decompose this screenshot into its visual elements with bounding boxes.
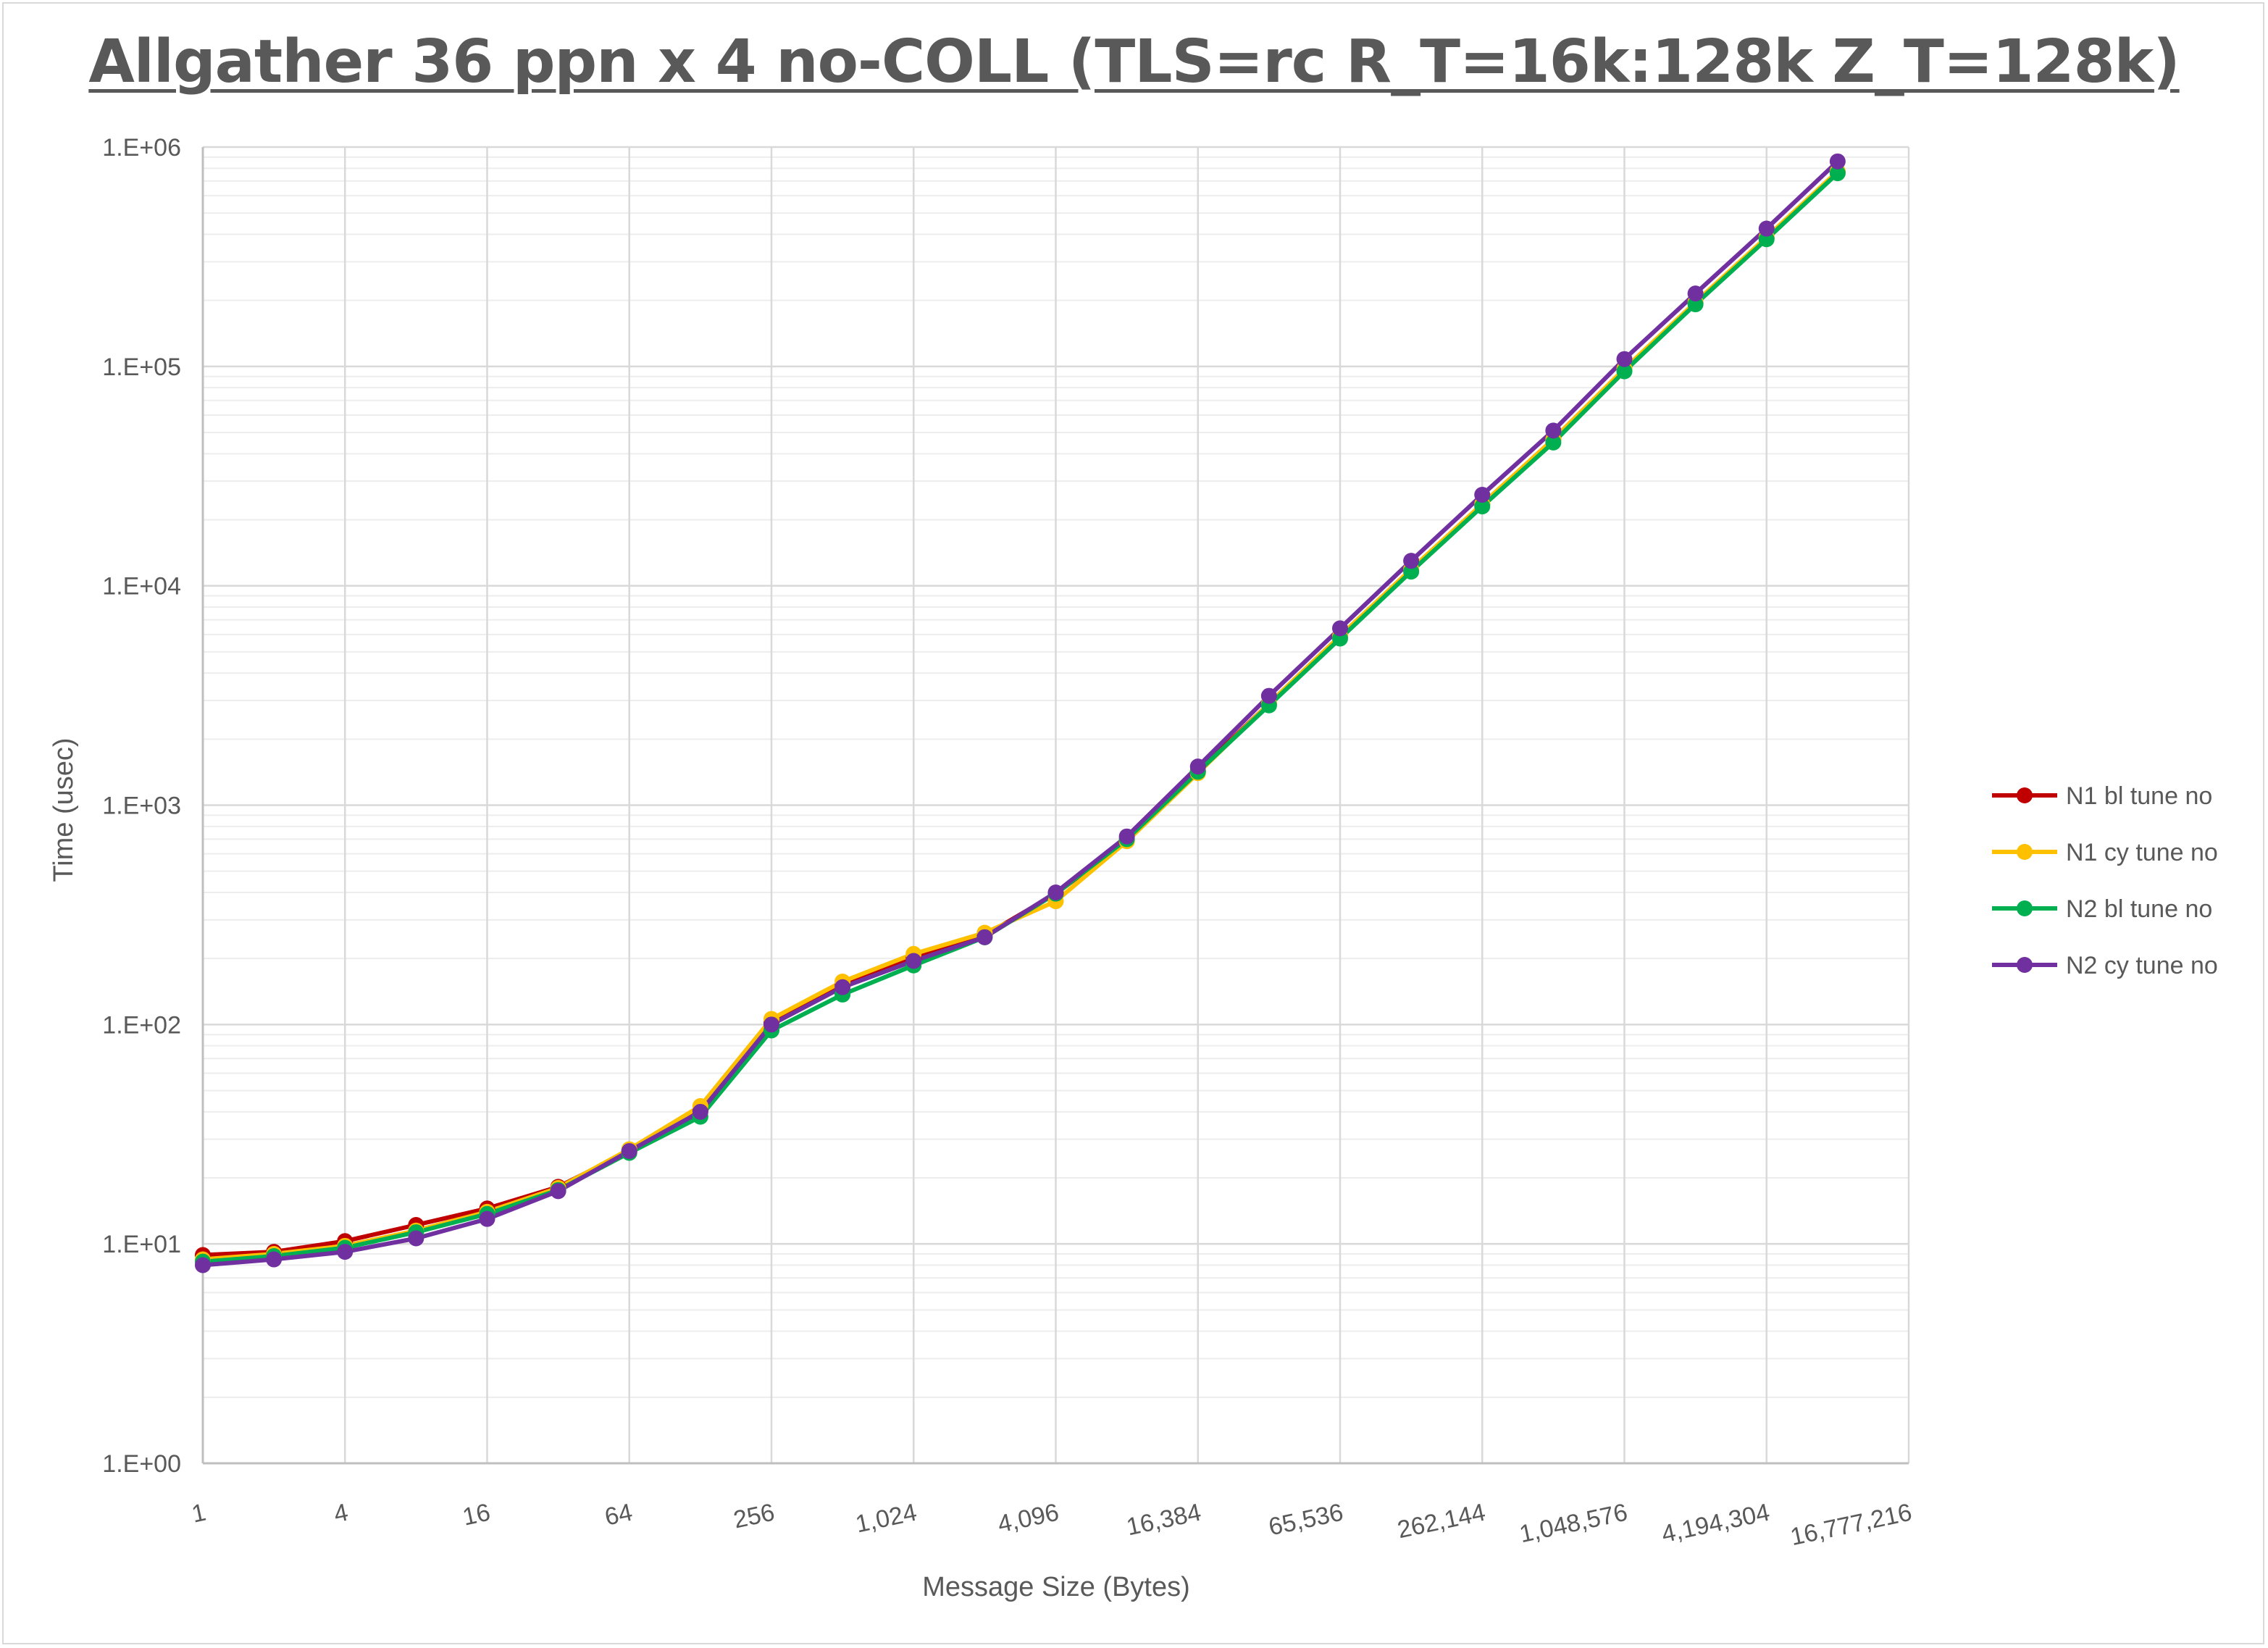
y-tick-label: 1.E+00 — [102, 1450, 181, 1478]
series-line — [202, 159, 1839, 1268]
data-point — [763, 1016, 779, 1033]
data-point — [1047, 884, 1064, 901]
series-lines — [202, 159, 1839, 1268]
legend: N1 bl tune no N1 cy tune no N2 bl tune no N… — [1992, 782, 2218, 979]
y-tick-label: 1.E+03 — [102, 792, 181, 820]
axes — [201, 147, 1909, 1465]
data-point — [1332, 620, 1348, 637]
data-point — [976, 929, 993, 945]
series-points — [195, 153, 1846, 1273]
data-point — [1474, 486, 1491, 503]
x-tick-label: 16 — [460, 1499, 493, 1531]
data-point — [1829, 165, 1846, 182]
data-point — [1474, 498, 1491, 515]
y-tick-label: 1.E+04 — [102, 573, 181, 601]
y-tick-label: 1.E+01 — [102, 1231, 181, 1258]
data-point — [1545, 434, 1562, 451]
x-tick-labels: 1 4 16 64 256 1,024 4,096 16,384 65,536 262,144 1,… — [189, 1499, 1914, 1552]
data-point — [1616, 363, 1633, 380]
legend-swatch-marker — [2017, 957, 2033, 973]
data-point — [337, 1244, 353, 1260]
x-tick-label: 1,024 — [853, 1499, 919, 1539]
data-point — [479, 1210, 495, 1227]
series-line — [202, 170, 1839, 1262]
y-tick-label: 1.E+02 — [102, 1011, 181, 1039]
y-axis-label: Time (usec) — [49, 737, 79, 882]
y-tick-label: 1.E+05 — [102, 354, 181, 381]
legend-label: N2 cy tune no — [2066, 952, 2218, 979]
data-point — [692, 1103, 708, 1120]
data-point — [1829, 153, 1846, 170]
chart-title: Allgather 36 ppn x 4 no-COLL (TLS=rc R_T… — [88, 28, 2180, 96]
data-point — [905, 953, 922, 969]
data-point — [621, 1142, 637, 1159]
x-tick-label: 64 — [603, 1499, 635, 1531]
x-tick-label: 4,096 — [995, 1499, 1061, 1539]
data-point — [834, 979, 851, 995]
y-tick-label: 1.E+06 — [102, 134, 181, 162]
y-tick-labels: 1.E+00 1.E+01 1.E+02 1.E+03 1.E+04 1.E+05 1.E+… — [102, 134, 181, 1478]
data-point — [550, 1183, 566, 1200]
x-tick-label: 65,536 — [1266, 1499, 1346, 1542]
data-point — [195, 1257, 211, 1273]
data-point — [1189, 758, 1206, 775]
data-point — [1545, 422, 1562, 439]
legend-swatch-marker — [2017, 787, 2033, 803]
data-point — [408, 1230, 424, 1247]
data-point — [1616, 351, 1633, 367]
legend-label: N1 cy tune no — [2066, 839, 2218, 866]
x-tick-label: 4 — [332, 1499, 351, 1528]
series-line — [202, 170, 1839, 1258]
legend-swatch-marker — [2017, 900, 2033, 916]
data-point — [266, 1251, 283, 1268]
data-point — [1118, 828, 1135, 845]
x-tick-label: 1 — [189, 1499, 208, 1528]
series-line — [202, 171, 1839, 1264]
x-tick-label: 4,194,304 — [1660, 1499, 1773, 1549]
x-tick-label: 16,777,216 — [1788, 1499, 1914, 1552]
data-point — [1403, 553, 1420, 569]
x-tick-label: 1,048,576 — [1517, 1499, 1630, 1549]
x-axis-label: Message Size (Bytes) — [922, 1572, 1190, 1602]
data-point — [1758, 220, 1775, 237]
x-tick-label: 256 — [731, 1499, 777, 1534]
x-tick-label: 16,384 — [1124, 1499, 1204, 1542]
x-tick-label: 262,144 — [1395, 1499, 1488, 1544]
legend-label: N2 bl tune no — [2066, 895, 2212, 923]
data-point — [1260, 687, 1277, 704]
data-point — [1687, 285, 1704, 302]
legend-label: N1 bl tune no — [2066, 782, 2212, 810]
legend-swatch-marker — [2017, 844, 2033, 860]
